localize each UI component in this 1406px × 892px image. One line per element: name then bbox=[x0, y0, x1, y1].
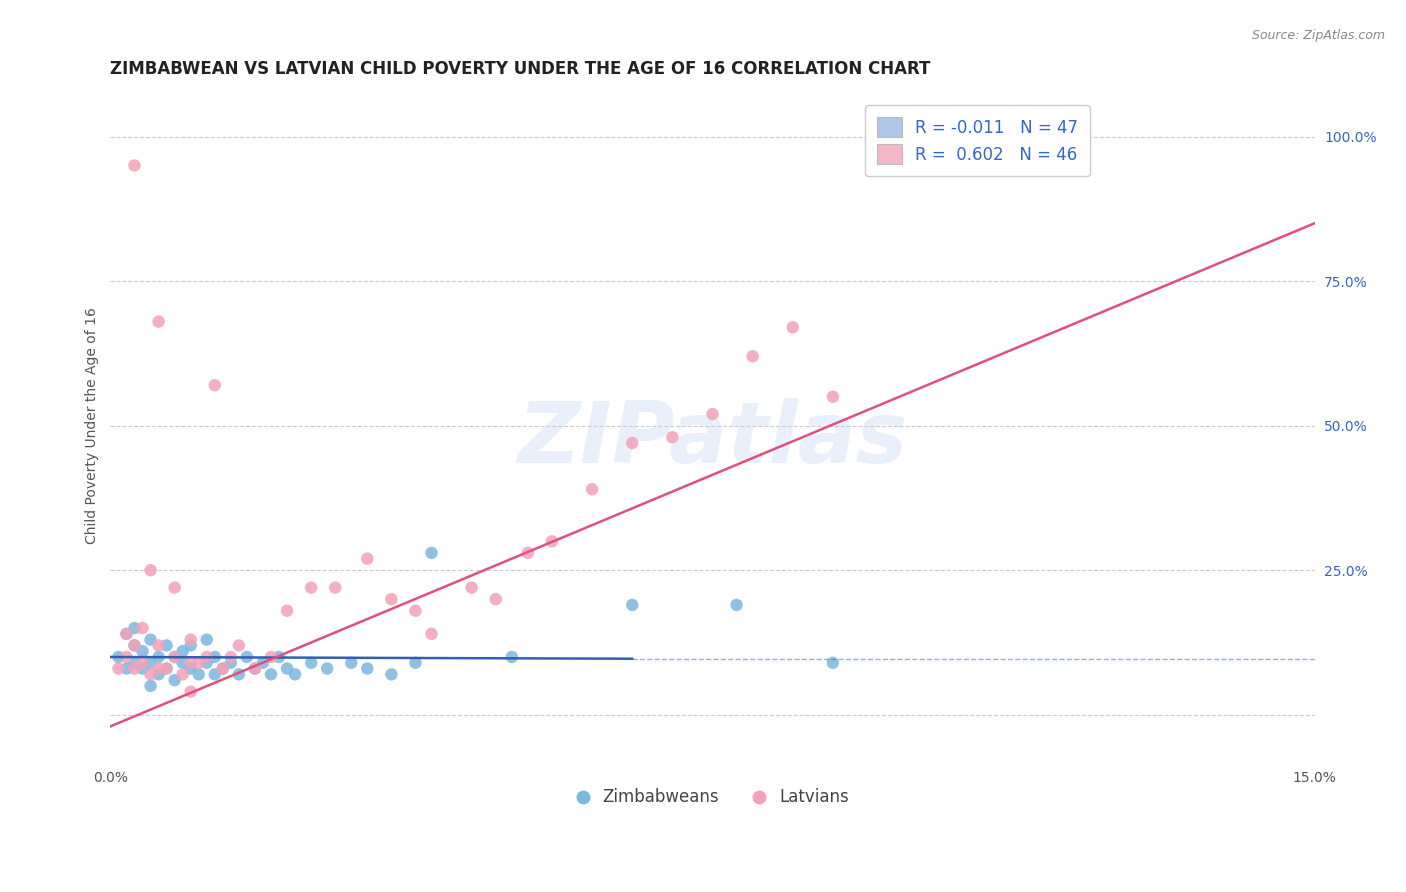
Point bbox=[139, 656, 162, 670]
Point bbox=[148, 650, 170, 665]
Point bbox=[356, 661, 378, 675]
Point bbox=[725, 598, 748, 612]
Point bbox=[172, 644, 194, 658]
Point bbox=[541, 534, 564, 549]
Point bbox=[107, 661, 129, 675]
Point bbox=[163, 650, 186, 665]
Point bbox=[276, 661, 298, 675]
Point bbox=[228, 667, 250, 681]
Point bbox=[195, 650, 218, 665]
Point bbox=[163, 581, 186, 595]
Point bbox=[180, 661, 202, 675]
Point bbox=[139, 679, 162, 693]
Point bbox=[380, 592, 402, 607]
Point bbox=[107, 650, 129, 665]
Point bbox=[661, 430, 683, 444]
Point bbox=[204, 378, 226, 392]
Point bbox=[131, 644, 153, 658]
Point bbox=[139, 667, 162, 681]
Point bbox=[340, 656, 363, 670]
Point bbox=[180, 684, 202, 698]
Point bbox=[236, 650, 259, 665]
Point bbox=[323, 581, 346, 595]
Point bbox=[195, 632, 218, 647]
Point bbox=[420, 546, 443, 560]
Point bbox=[420, 627, 443, 641]
Point bbox=[124, 639, 146, 653]
Legend: Zimbabweans, Latvians: Zimbabweans, Latvians bbox=[569, 781, 856, 814]
Point bbox=[115, 627, 138, 641]
Point bbox=[356, 551, 378, 566]
Text: Source: ZipAtlas.com: Source: ZipAtlas.com bbox=[1251, 29, 1385, 42]
Point bbox=[148, 315, 170, 329]
Point bbox=[131, 656, 153, 670]
Point bbox=[219, 650, 242, 665]
Point bbox=[228, 639, 250, 653]
Point bbox=[404, 656, 426, 670]
Point bbox=[276, 604, 298, 618]
Point bbox=[155, 661, 177, 675]
Point bbox=[243, 661, 266, 675]
Point bbox=[124, 656, 146, 670]
Point bbox=[243, 661, 266, 675]
Point bbox=[581, 483, 603, 497]
Point bbox=[180, 656, 202, 670]
Point bbox=[124, 661, 146, 675]
Point bbox=[155, 639, 177, 653]
Point bbox=[460, 581, 482, 595]
Point bbox=[404, 604, 426, 618]
Point bbox=[621, 436, 644, 450]
Point bbox=[124, 621, 146, 635]
Point bbox=[187, 667, 209, 681]
Point bbox=[702, 407, 724, 421]
Point bbox=[211, 661, 233, 675]
Point bbox=[139, 632, 162, 647]
Text: ZIPatlas: ZIPatlas bbox=[517, 398, 908, 481]
Point bbox=[211, 661, 233, 675]
Point bbox=[187, 656, 209, 670]
Point bbox=[131, 661, 153, 675]
Point bbox=[115, 627, 138, 641]
Point bbox=[204, 650, 226, 665]
Point bbox=[124, 639, 146, 653]
Point bbox=[516, 546, 538, 560]
Point bbox=[219, 656, 242, 670]
Point bbox=[115, 650, 138, 665]
Point bbox=[299, 656, 322, 670]
Point bbox=[621, 598, 644, 612]
Point bbox=[180, 639, 202, 653]
Point bbox=[821, 390, 844, 404]
Point bbox=[485, 592, 508, 607]
Point bbox=[195, 656, 218, 670]
Point bbox=[260, 667, 283, 681]
Y-axis label: Child Poverty Under the Age of 16: Child Poverty Under the Age of 16 bbox=[86, 307, 100, 544]
Point bbox=[299, 581, 322, 595]
Point bbox=[139, 563, 162, 577]
Point bbox=[148, 639, 170, 653]
Point bbox=[172, 656, 194, 670]
Point bbox=[155, 661, 177, 675]
Point bbox=[163, 673, 186, 687]
Point bbox=[380, 667, 402, 681]
Point bbox=[316, 661, 339, 675]
Point bbox=[115, 661, 138, 675]
Point bbox=[163, 650, 186, 665]
Point bbox=[260, 650, 283, 665]
Point bbox=[124, 158, 146, 172]
Point bbox=[821, 656, 844, 670]
Point bbox=[501, 650, 523, 665]
Point bbox=[131, 621, 153, 635]
Point bbox=[148, 667, 170, 681]
Point bbox=[148, 661, 170, 675]
Point bbox=[741, 349, 763, 363]
Point bbox=[204, 667, 226, 681]
Point bbox=[252, 656, 274, 670]
Point bbox=[782, 320, 804, 334]
Point bbox=[180, 632, 202, 647]
Point bbox=[284, 667, 307, 681]
Point bbox=[172, 667, 194, 681]
Point bbox=[267, 650, 290, 665]
Text: ZIMBABWEAN VS LATVIAN CHILD POVERTY UNDER THE AGE OF 16 CORRELATION CHART: ZIMBABWEAN VS LATVIAN CHILD POVERTY UNDE… bbox=[111, 60, 931, 78]
